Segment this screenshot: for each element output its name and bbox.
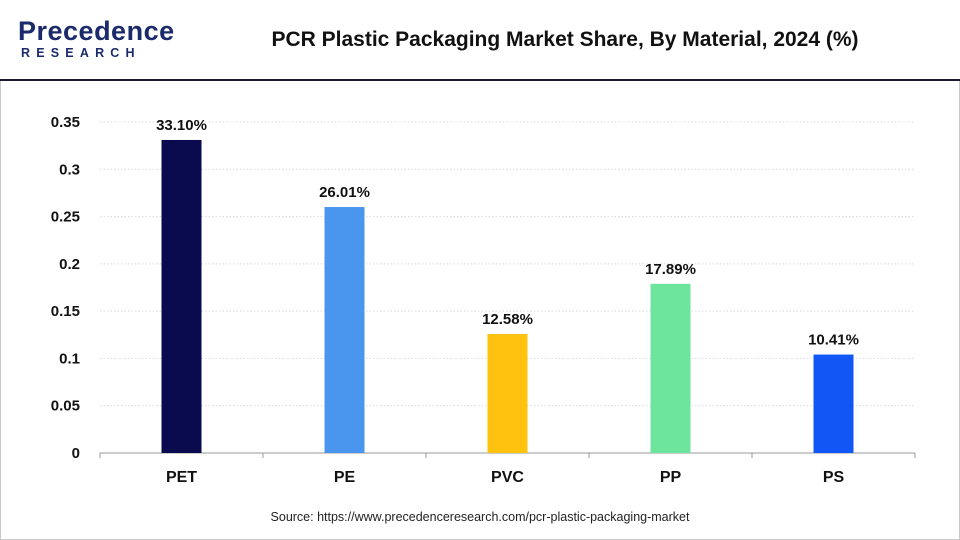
bar-pe (324, 207, 365, 453)
data-label: 17.89% (645, 261, 696, 278)
x-tick-label: PVC (491, 469, 524, 486)
x-tick-label: PP (660, 469, 682, 486)
header-divider (0, 79, 960, 81)
x-tick-label: PE (334, 469, 356, 486)
bars (161, 139, 854, 453)
data-label: 26.01% (319, 184, 370, 201)
y-tick-label: 0.2 (59, 256, 80, 273)
axes (99, 452, 916, 458)
data-label: 33.10% (156, 117, 207, 134)
y-tick-label: 0.35 (51, 114, 80, 131)
bar-ps (813, 354, 854, 453)
x-tick-label: PS (823, 469, 845, 486)
y-tick-label: 0 (72, 445, 80, 462)
y-tick-label: 0.3 (59, 161, 80, 178)
data-label: 12.58% (482, 311, 533, 328)
y-tick-label: 0.25 (51, 209, 80, 226)
bar-pp (650, 283, 691, 453)
logo-wordmark: Precedence (18, 16, 175, 46)
header: Precedence RESEARCH PCR Plastic Packagin… (0, 0, 960, 81)
y-tick-label: 0.15 (51, 303, 80, 320)
bar-chart: 0 0.05 0.1 0.15 0.2 0.25 0.3 0.35 33.10% PET 26.01… (51, 114, 916, 486)
bar-pvc (487, 334, 528, 453)
x-tick-label: PET (166, 469, 197, 486)
bar-pet (161, 139, 202, 453)
labels: 0 0.05 0.1 0.15 0.2 0.25 0.3 0.35 33.10% PET 26.01… (51, 114, 859, 486)
logo-subtitle: RESEARCH (21, 46, 141, 60)
data-label: 10.41% (808, 332, 859, 349)
precedence-research-logo: Precedence RESEARCH (18, 16, 174, 64)
y-tick-label: 0.05 (51, 398, 80, 415)
source-citation: Source: https://www.precedenceresearch.c… (270, 510, 690, 524)
chart-title: PCR Plastic Packaging Market Share, By M… (271, 28, 859, 51)
y-tick-label: 0.1 (59, 350, 80, 367)
